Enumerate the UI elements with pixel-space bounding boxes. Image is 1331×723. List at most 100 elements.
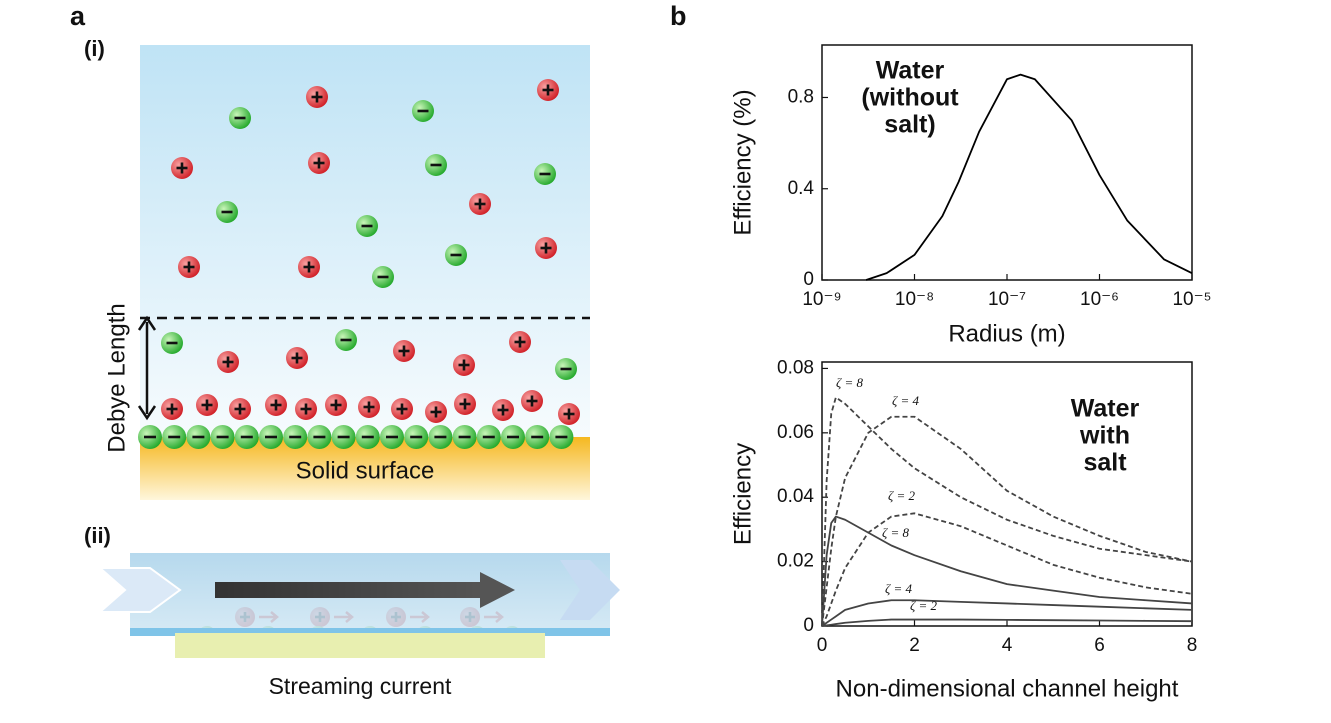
- flow-in: [97, 567, 182, 613]
- anion: [259, 425, 283, 449]
- line-series: [821, 512, 1193, 627]
- anion: [162, 425, 187, 449]
- y-tick-label: 0.08: [777, 357, 814, 378]
- anion: [525, 425, 550, 449]
- cation: [178, 256, 200, 278]
- anion: [335, 329, 357, 351]
- x-tick-label: 6: [1094, 635, 1105, 656]
- cation: [509, 331, 531, 353]
- annotation: with: [1079, 422, 1130, 450]
- y-tick-label: 0.04: [777, 486, 814, 507]
- cation: [535, 237, 557, 259]
- anion: [412, 100, 434, 122]
- cation: [286, 347, 308, 369]
- line-series: [865, 73, 1193, 281]
- chart: 0 2 4 6 8 0 0.02 0.04 0.06 0.08 Non-dimensional ch…: [729, 357, 1197, 702]
- cation: [391, 398, 413, 420]
- y-tick-label: 0.4: [788, 178, 815, 199]
- line-series: [821, 396, 1193, 627]
- annotation: (without: [861, 84, 959, 112]
- anion: [534, 163, 556, 185]
- cation: [171, 157, 193, 179]
- cation: [306, 86, 328, 108]
- cation: [358, 396, 380, 418]
- ions: [138, 79, 580, 644]
- y-tick-label: 0.06: [777, 422, 814, 443]
- anion: [234, 425, 259, 449]
- anion: [425, 154, 447, 176]
- x-tick-label: 10⁻⁹: [802, 289, 841, 310]
- channel-surface: [175, 633, 545, 658]
- anion: [161, 332, 183, 354]
- cation: [454, 393, 476, 415]
- caption: Streaming current: [269, 673, 452, 699]
- liquid: [140, 45, 590, 500]
- x-tick-label: 10⁻⁸: [895, 289, 934, 310]
- curve-label: ζ = 8: [836, 375, 864, 390]
- chart: 10⁻⁹ 10⁻⁸ 10⁻⁷ 10⁻⁶ 10⁻⁵ 0 0.4 0.8 Radius (m) Eff…: [729, 44, 1212, 347]
- curve-label: ζ = 4: [885, 581, 913, 596]
- anion: [355, 425, 380, 449]
- cation: [196, 394, 218, 416]
- anion: [138, 425, 162, 449]
- charts: 10⁻⁹ 10⁻⁸ 10⁻⁷ 10⁻⁶ 10⁻⁵ 0 0.4 0.8 Radius (m) Eff…: [729, 44, 1212, 702]
- anion: [372, 266, 394, 288]
- y-axis-label: Efficiency (%): [729, 89, 756, 235]
- x-tick-label: 10⁻⁷: [988, 289, 1026, 310]
- anion: [445, 244, 467, 266]
- y-tick-label: 0.02: [777, 551, 814, 572]
- anion: [549, 425, 574, 449]
- cation: [229, 398, 251, 420]
- x-tick-label: 10⁻⁵: [1172, 289, 1211, 310]
- anion: [307, 425, 332, 449]
- x-tick-label: 0: [817, 635, 828, 656]
- flow-out: [560, 560, 620, 620]
- anion: [555, 358, 577, 380]
- x-axis-label: Non-dimensional channel height: [836, 675, 1179, 702]
- x-axis-label: Radius (m): [948, 320, 1065, 347]
- anion: [210, 425, 235, 449]
- y-tick-label: 0: [803, 269, 814, 290]
- line-series: [821, 415, 1193, 627]
- anion: [331, 425, 356, 449]
- anion: [186, 425, 211, 449]
- annotation: Water: [876, 57, 945, 85]
- cation: [425, 401, 447, 423]
- cation: [558, 403, 580, 425]
- surface-label: Solid surface: [296, 457, 435, 484]
- line-series: [821, 599, 1193, 627]
- cation: [295, 398, 317, 420]
- cation: [265, 394, 287, 416]
- annotation: salt): [884, 111, 935, 139]
- flow-arrow-head: [480, 572, 515, 608]
- anion: [356, 215, 378, 237]
- line-series: [821, 515, 1193, 627]
- anion: [216, 201, 238, 223]
- cation: [453, 354, 475, 376]
- x-tick-label: 2: [909, 635, 920, 656]
- curve-label: ζ = 2: [888, 488, 916, 503]
- flow-arrow: [215, 582, 485, 598]
- sub-label: (ii): [84, 523, 111, 548]
- sub-label: (i): [84, 36, 105, 61]
- cation: [325, 394, 347, 416]
- anion: [229, 107, 251, 129]
- panel-label: a: [70, 1, 86, 31]
- anion: [404, 425, 429, 449]
- cation: [308, 152, 330, 174]
- y-axis-label: Efficiency: [729, 443, 756, 545]
- cation: [492, 399, 514, 421]
- cation: [537, 79, 559, 101]
- cation: [298, 256, 320, 278]
- x-tick-label: 10⁻⁶: [1080, 289, 1119, 310]
- debye-label: Debye Length: [103, 303, 130, 452]
- panel-label: b: [670, 1, 687, 31]
- line-series: [821, 618, 1193, 627]
- x-tick-label: 8: [1187, 635, 1198, 656]
- cation: [217, 351, 239, 373]
- debye-arrow-heads: [137, 315, 157, 421]
- cation: [161, 398, 183, 420]
- y-tick-label: 0.8: [788, 86, 814, 107]
- anion: [476, 425, 501, 449]
